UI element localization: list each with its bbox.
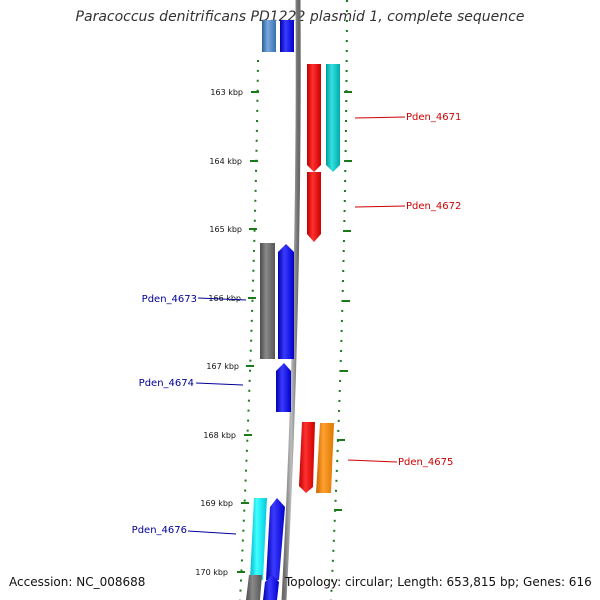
gene-label-pden-4672[interactable]: Pden_4672 [406, 201, 461, 212]
kbp-ticks [237, 91, 259, 573]
gene-cyan[interactable] [326, 64, 340, 172]
tick-label: 167 kbp [206, 362, 239, 371]
leader-line [197, 297, 247, 301]
gene-label-pden-4675[interactable]: Pden_4675 [398, 457, 453, 468]
leader-line [354, 205, 406, 208]
leader-line [347, 459, 398, 463]
tick-label: 164 kbp [209, 157, 242, 166]
gene-blue[interactable] [280, 20, 294, 52]
topology-summary: Topology: circular; Length: 653,815 bp; … [285, 575, 592, 589]
gene-gray[interactable] [246, 575, 262, 600]
gene-red[interactable] [299, 422, 315, 493]
gene-red-pden-4671[interactable] [307, 64, 321, 172]
gene-label-pden-4674[interactable]: Pden_4674 [139, 378, 194, 389]
gene-cyan-pden-4676[interactable] [250, 498, 267, 580]
gene-blue-pden-4673[interactable] [278, 244, 294, 359]
tick-label: 170 kbp [195, 568, 228, 577]
kbp-tick-labels: 163 kbp 164 kbp 165 kbp 166 kbp 167 kbp … [195, 88, 243, 577]
gene-gray[interactable] [260, 243, 275, 359]
gene-label-pden-4673[interactable]: Pden_4673 [142, 294, 197, 305]
gene-blue-pden-4674[interactable] [276, 363, 291, 412]
gene-red-pden-4672[interactable] [307, 172, 321, 242]
gene-light-blue[interactable] [262, 20, 276, 52]
gene-label-pden-4676[interactable]: Pden_4676 [132, 525, 187, 536]
gene-orange-pden-4675[interactable] [316, 423, 334, 493]
tick-label: 166 kbp [208, 294, 241, 303]
leader-line [354, 116, 406, 119]
tick-label: 165 kbp [209, 225, 242, 234]
gene-blue[interactable] [263, 575, 279, 600]
leader-line [187, 530, 237, 535]
tick-label: 169 kbp [200, 499, 233, 508]
accession-text: Accession: NC_008688 [9, 575, 146, 589]
leader-line [195, 382, 244, 386]
gene-label-pden-4671[interactable]: Pden_4671 [406, 112, 461, 123]
outer-major-ticks [334, 91, 352, 511]
tick-label: 168 kbp [203, 431, 236, 440]
gene-blue[interactable] [266, 498, 285, 580]
plasmid-backbone [281, 0, 301, 600]
tick-label: 163 kbp [210, 88, 243, 97]
